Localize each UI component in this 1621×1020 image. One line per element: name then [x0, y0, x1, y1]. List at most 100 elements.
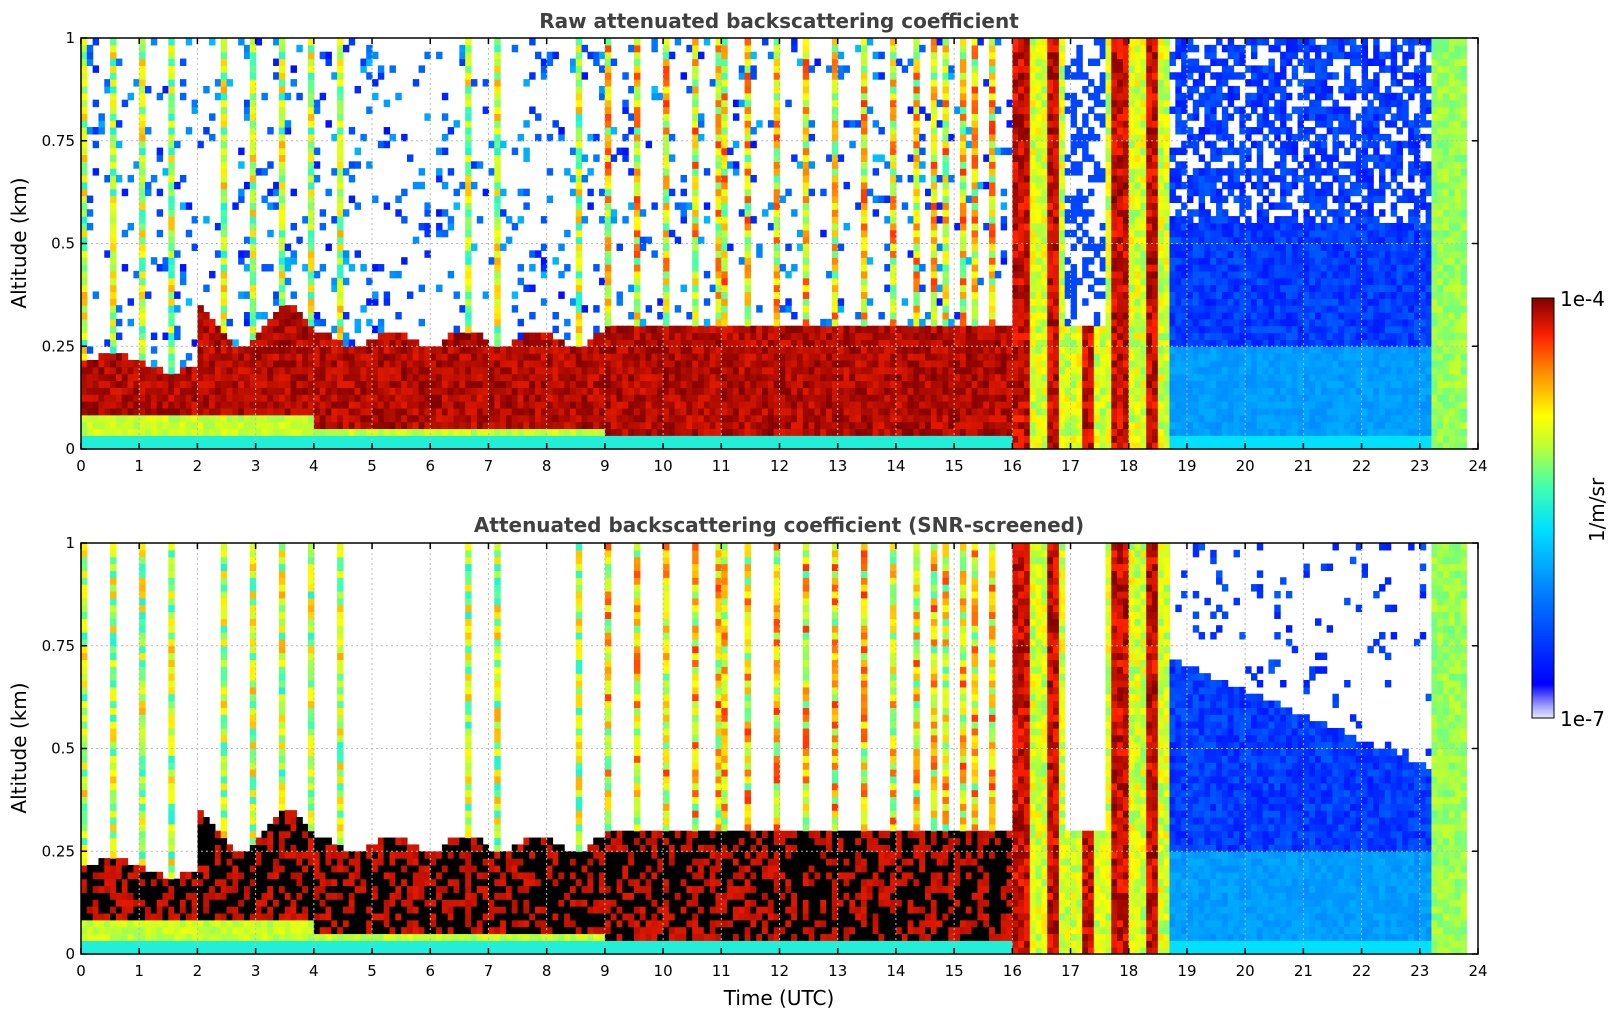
heatmap-cell — [855, 339, 862, 347]
heatmap-cell — [698, 442, 705, 449]
heatmap-cell — [139, 291, 146, 299]
heatmap-cell — [197, 353, 204, 361]
heatmap-cell — [628, 407, 635, 416]
heatmap-cell — [849, 414, 856, 423]
heatmap-cell — [919, 147, 926, 156]
heatmap-cell — [86, 387, 94, 395]
heatmap-cell — [92, 414, 100, 423]
heatmap-cell — [959, 222, 967, 231]
heatmap-cell — [168, 106, 175, 114]
heatmap-cell — [744, 414, 751, 423]
heatmap-cell — [139, 154, 146, 162]
heatmap-cell — [476, 332, 484, 340]
heatmap-cell — [633, 209, 641, 217]
heatmap-cell — [156, 401, 164, 409]
heatmap-cell — [738, 428, 746, 436]
heatmap-cell — [727, 346, 734, 354]
heatmap-cell — [517, 421, 524, 430]
heatmap-cell — [1023, 51, 1031, 60]
heatmap-cell — [255, 387, 263, 395]
heatmap-cell — [715, 257, 722, 265]
heatmap-cell — [767, 394, 775, 402]
heatmap-cell — [989, 140, 996, 149]
heatmap-cell — [278, 72, 286, 80]
heatmap-cell — [81, 85, 88, 94]
heatmap-cell — [919, 359, 926, 368]
heatmap-cell — [121, 442, 129, 449]
heatmap-cell — [1018, 243, 1025, 251]
heatmap-cell — [284, 353, 292, 361]
heatmap-cell — [1012, 421, 1019, 430]
heatmap-cell — [156, 387, 164, 395]
heatmap-cell — [238, 188, 245, 197]
heatmap-cell — [273, 291, 280, 299]
heatmap-cell — [959, 202, 967, 210]
heatmap-cell — [441, 92, 449, 101]
heatmap-cell — [791, 442, 798, 449]
heatmap-cell — [1012, 401, 1019, 409]
heatmap-cell — [517, 332, 524, 340]
heatmap-cell — [139, 38, 146, 46]
heatmap-cell — [820, 359, 827, 368]
heatmap-cell — [744, 250, 751, 258]
heatmap-cell — [278, 394, 286, 402]
heatmap-cell — [849, 401, 856, 409]
heatmap-cell — [913, 181, 920, 190]
heatmap-cell — [604, 414, 612, 423]
heatmap-cell — [622, 353, 629, 361]
heatmap-cell — [959, 394, 967, 402]
heatmap-cell — [808, 332, 816, 340]
heatmap-cell — [692, 401, 699, 409]
heatmap-cell — [179, 202, 187, 210]
heatmap-cell — [971, 380, 979, 388]
heatmap-cell — [185, 394, 193, 402]
heatmap-cell — [622, 421, 629, 430]
heatmap-cell — [139, 188, 146, 197]
heatmap-cell — [721, 394, 728, 402]
heatmap-cell — [354, 250, 361, 258]
heatmap-cell — [168, 65, 175, 73]
heatmap-cell — [278, 428, 286, 436]
heatmap-cell — [942, 442, 949, 449]
heatmap-cell — [1018, 106, 1025, 114]
heatmap-cell — [436, 435, 443, 443]
heatmap-cell — [366, 58, 373, 66]
heatmap-cell — [278, 133, 286, 142]
heatmap-cell — [849, 325, 856, 334]
heatmap-cell — [418, 65, 426, 73]
heatmap-cell — [243, 414, 251, 423]
heatmap-cell — [895, 401, 903, 409]
heatmap-cell — [826, 65, 833, 73]
heatmap-cell — [546, 435, 554, 443]
heatmap-cell — [738, 339, 746, 347]
heatmap-cell — [552, 312, 559, 320]
heatmap-cell — [919, 407, 926, 416]
heatmap-cell — [692, 58, 699, 66]
heatmap-cell — [581, 442, 589, 449]
heatmap-cell — [465, 79, 472, 87]
heatmap-cell — [278, 435, 286, 443]
heatmap-cell — [1012, 359, 1019, 368]
heatmap-cell — [284, 394, 292, 402]
heatmap-cell — [162, 257, 169, 265]
heatmap-cell — [698, 387, 705, 395]
heatmap-cell — [942, 99, 949, 108]
heatmap-cell — [214, 414, 222, 423]
heatmap-cell — [354, 414, 361, 423]
heatmap-cell — [284, 243, 292, 251]
heatmap-cell — [668, 387, 676, 395]
heatmap-cell — [110, 359, 117, 368]
heatmap-cell — [197, 366, 204, 375]
heatmap-cell — [762, 421, 769, 430]
heatmap-cell — [698, 414, 705, 423]
heatmap-cell — [511, 291, 519, 299]
heatmap-cell — [110, 92, 117, 101]
heatmap-cell — [331, 401, 338, 409]
heatmap-cell — [308, 332, 315, 340]
heatmap-cell — [936, 216, 944, 224]
heatmap-cell — [214, 359, 222, 368]
heatmap-cell — [517, 373, 524, 382]
heatmap-cell — [214, 421, 222, 430]
heatmap-cell — [1006, 442, 1013, 449]
heatmap-cell — [773, 373, 781, 382]
